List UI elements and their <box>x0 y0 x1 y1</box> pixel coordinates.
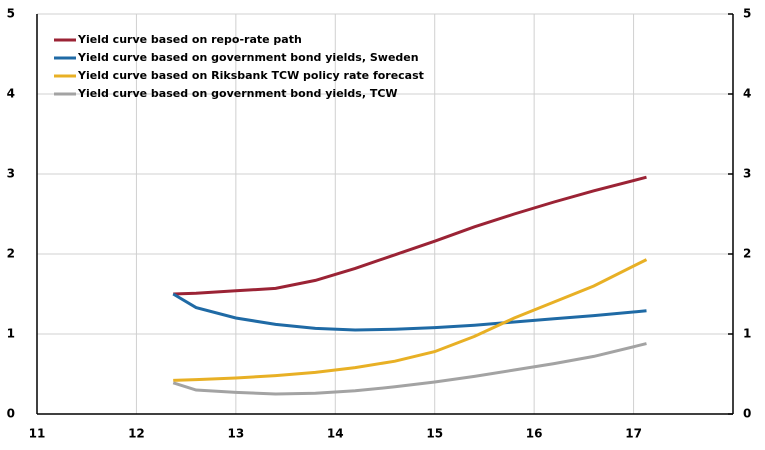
x-tick-label: 17 <box>625 427 642 441</box>
x-tick-label: 11 <box>29 427 46 441</box>
x-tick-label: 16 <box>526 427 543 441</box>
x-tick-label: 13 <box>228 427 245 441</box>
y-tick-label: 1 <box>7 327 15 341</box>
legend-label: Yield curve based on Riksbank TCW policy… <box>77 69 424 82</box>
line-series <box>173 258 648 382</box>
x-tick-label: 12 <box>128 427 145 441</box>
y2-tick-label: 2 <box>743 247 751 261</box>
y2-tick-label: 1 <box>743 327 751 341</box>
y2-tick-label: 3 <box>743 167 751 181</box>
x-tick-label: 14 <box>327 427 344 441</box>
y-tick-label: 0 <box>7 407 15 421</box>
y2-tick-label: 5 <box>743 7 751 21</box>
y2-tick-label: 0 <box>743 407 751 421</box>
x-tick-label: 15 <box>426 427 443 441</box>
line-series <box>173 175 647 296</box>
y2-tick-label: 4 <box>743 87 751 101</box>
legend-label: Yield curve based on government bond yie… <box>77 87 398 100</box>
y-tick-label: 5 <box>7 7 15 21</box>
line-series <box>172 292 647 332</box>
line-series <box>172 342 647 396</box>
y-tick-label: 4 <box>7 87 15 101</box>
legend-label: Yield curve based on government bond yie… <box>77 51 419 64</box>
y-tick-label: 2 <box>7 247 15 261</box>
y-tick-label: 3 <box>7 167 15 181</box>
legend-label: Yield curve based on repo-rate path <box>77 33 302 46</box>
